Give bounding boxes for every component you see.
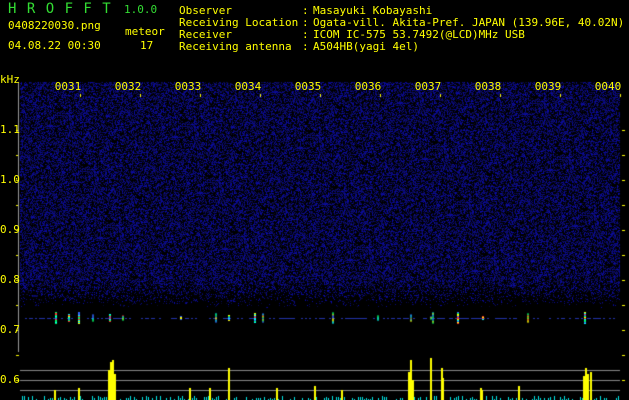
info-sep: : [302,28,309,41]
meteor-label: meteor [125,25,165,38]
info-label: Receiving antenna [179,40,292,53]
y-tick-label: 1.1 [0,123,20,136]
info-label: Receiving Location [179,16,299,29]
x-tick-label: 0038 [474,80,502,93]
y-tick-label: 0.6 [0,373,20,386]
y-tick-label: 0.8 [0,273,20,286]
y-tick-label: 0.9 [0,223,20,236]
info-value: Masayuki Kobayashi [313,4,433,17]
x-tick-label: 0033 [174,80,202,93]
file-name: 0408220030.png [8,19,101,32]
x-tick-label: 0035 [294,80,322,93]
info-value: ICOM IC-575 53.7492(@LCD)MHz USB [313,28,525,41]
info-value: Ogata-vill. Akita-Pref. JAPAN (139.96E, … [313,16,625,29]
info-sep: : [302,4,309,17]
info-sep: : [302,16,309,29]
x-tick-label: 0031 [54,80,82,93]
y-tick-label: 1.0 [0,173,20,186]
app-version: 1.0.0 [124,3,158,16]
meteor-count: 17 [140,39,154,52]
info-label: Receiver [179,28,232,41]
x-tick-label: 0034 [234,80,262,93]
y-tick-label: 0.7 [0,323,20,336]
y-axis-label: kHz [0,73,20,86]
info-label: Observer [179,4,232,17]
x-tick-label: 0032 [114,80,142,93]
x-tick-label: 0037 [414,80,442,93]
app-title: H R O F F T [8,1,112,17]
file-datetime: 04.08.22 00:30 [8,39,101,52]
x-tick-label: 0039 [534,80,562,93]
x-tick-label: 0040 [594,80,622,93]
info-value: A504HB(yagi 4el) [313,40,419,53]
x-tick-label: 0036 [354,80,382,93]
info-sep: : [302,40,309,53]
